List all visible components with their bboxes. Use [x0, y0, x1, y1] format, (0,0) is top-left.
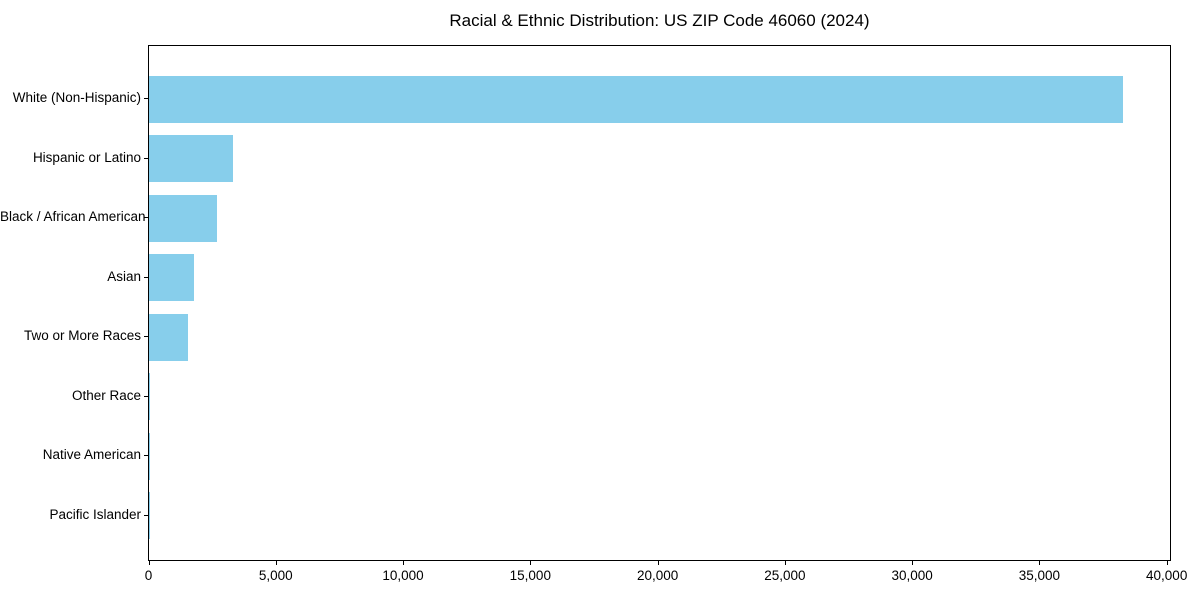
bar-white-non-hispanic: [149, 75, 1123, 123]
ytick-mark-pacific-islander: [144, 514, 148, 516]
ytick-label-other-race: Other Race: [71, 387, 141, 403]
xtick-label-0: 0: [144, 568, 153, 583]
ytick-label-white-non-hispanic: White (Non-Hispanic): [12, 90, 141, 105]
ytick-label-native-american: Native American: [42, 447, 141, 462]
ytick-label-hispanic-or-latino: Hispanic or Latino: [32, 149, 141, 165]
ytick-mark-native-american: [144, 455, 148, 456]
xtick-mark-30000: [912, 561, 914, 565]
xtick-mark-5000: [275, 561, 277, 565]
xtick-label-15000: 15,000: [509, 568, 551, 583]
bar-two-or-more-races: [149, 313, 188, 361]
ytick-label-two-or-more-races: Two or More Races: [23, 328, 141, 343]
bar-hispanic-or-latino: [149, 135, 233, 182]
ytick-mark-white-non-hispanic: [144, 98, 148, 99]
xtick-mark-20000: [657, 561, 659, 565]
bar-other-race: [149, 373, 151, 420]
xtick-mark-10000: [403, 561, 405, 565]
plot-area: [148, 45, 1171, 561]
bar-native-american: [149, 432, 150, 480]
xtick-label-5000: 5,000: [258, 568, 293, 583]
xtick-mark-35000: [1039, 561, 1041, 565]
xtick-label-40000: 40,000: [1146, 568, 1188, 583]
xtick-label-25000: 25,000: [764, 568, 806, 583]
ytick-mark-black-african-american: [144, 217, 148, 218]
xtick-mark-15000: [530, 561, 532, 565]
ytick-label-pacific-islander: Pacific Islander: [49, 506, 141, 522]
bar-asian: [149, 254, 194, 301]
ytick-mark-two-or-more-races: [144, 336, 148, 337]
xtick-mark-25000: [784, 561, 786, 565]
ytick-mark-asian: [144, 276, 148, 278]
xtick-label-35000: 35,000: [1018, 568, 1061, 583]
ytick-label-asian: Asian: [107, 268, 141, 284]
xtick-label-10000: 10,000: [382, 568, 424, 583]
ytick-mark-other-race: [144, 395, 148, 397]
bar-black-african-american: [149, 194, 217, 242]
xtick-label-30000: 30,000: [891, 568, 933, 583]
chart-title: Racial & Ethnic Distribution: US ZIP Cod…: [449, 11, 870, 30]
xtick-mark-40000: [1166, 561, 1168, 565]
xtick-label-20000: 20,000: [636, 568, 679, 583]
xtick-mark-0: [148, 561, 150, 565]
ytick-mark-hispanic-or-latino: [144, 157, 148, 159]
ytick-label-black-african-american: Black / African American: [0, 209, 146, 224]
